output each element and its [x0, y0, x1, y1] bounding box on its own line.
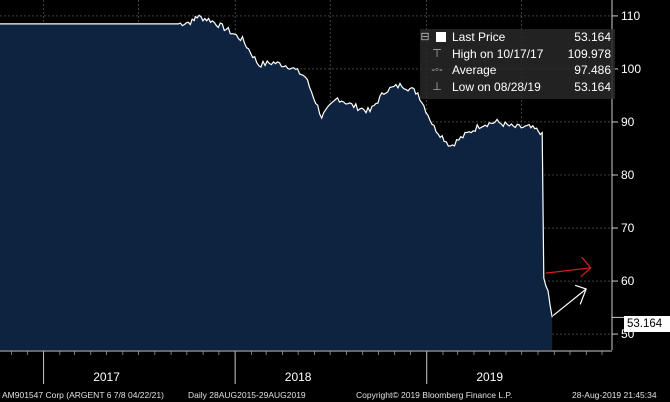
white-arrowhead	[574, 284, 587, 305]
footer-bar: AM901547 Corp (ARGENT 6 7/8 04/22/21) Da…	[0, 386, 670, 402]
legend-average: -◦- Average 97.486	[420, 62, 615, 79]
expand-icon[interactable]: ⊟	[420, 31, 430, 43]
red-arrow	[545, 267, 591, 274]
price-line	[0, 14, 553, 318]
copyright: Copyright© 2019 Bloomberg Finance L.P.	[356, 390, 513, 400]
timestamp: 28-Aug-2019 21:45:34	[572, 390, 657, 400]
legend-high: ⊤ High on 10/17/17 109.978	[420, 46, 615, 63]
y-tick-label: 110	[621, 9, 640, 23]
average-marker-icon: -◦-	[431, 64, 443, 76]
y-tick-label: 80	[621, 168, 635, 182]
y-tick-label: 70	[621, 221, 635, 235]
legend-low: ⊥ Low on 08/28/19 53.164	[420, 79, 615, 96]
security-name: AM901547 Corp (ARGENT 6 7/8 04/22/21)	[2, 390, 164, 400]
last-price-tag: 53.164	[624, 316, 670, 332]
red-arrowhead	[580, 256, 592, 278]
price-area	[0, 15, 553, 351]
white-arrow	[552, 288, 587, 316]
date-range: Daily 28AUG2015-29AUG2019	[188, 390, 306, 400]
high-marker-icon: ⊤	[432, 47, 442, 60]
x-axis: 2017 2018 2019	[0, 350, 670, 386]
annotation-arrows	[545, 256, 624, 318]
legend-last-price: ⊟ Last Price 53.164	[420, 30, 611, 44]
legend: ⊟ Last Price 53.164 ⊤ High on 10/17/17 1…	[420, 29, 615, 99]
x-tick-label: 2017	[93, 370, 120, 384]
x-tick-label: 2018	[285, 370, 312, 384]
y-tick-label: 90	[621, 115, 635, 129]
last-price-swatch-icon	[436, 32, 446, 42]
y-tick-label: 100	[621, 62, 641, 76]
x-tick-label: 2019	[476, 370, 503, 384]
y-tick-label: 60	[621, 274, 635, 288]
low-marker-icon: ⊥	[432, 80, 442, 93]
x-axis-band	[0, 351, 670, 386]
